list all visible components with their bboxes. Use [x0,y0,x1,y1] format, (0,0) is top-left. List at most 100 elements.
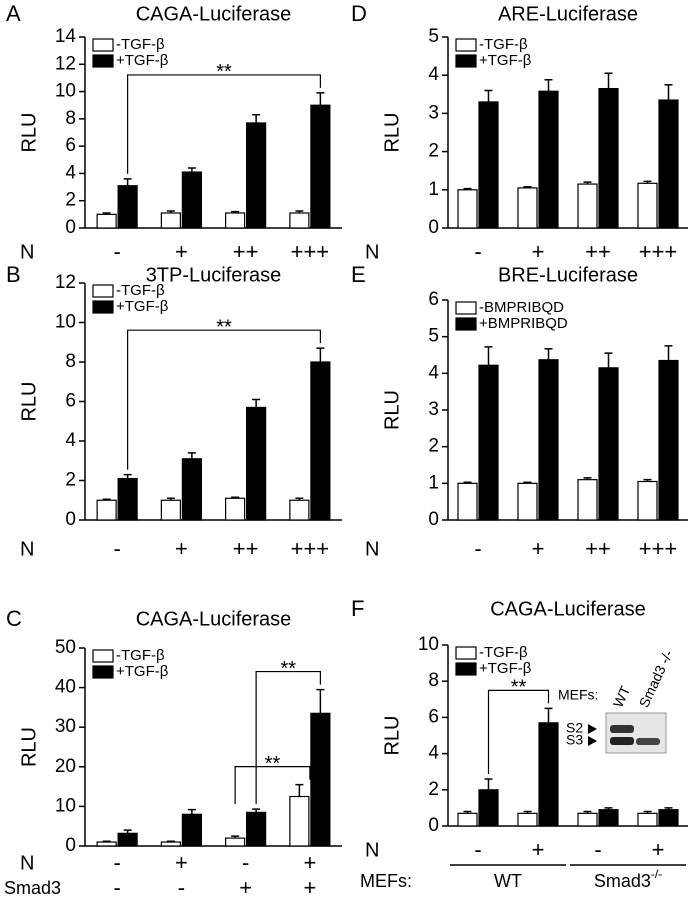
panel-letter: B [6,262,21,287]
significance-bracket [127,74,321,174]
blot-band [636,738,660,745]
bar [96,213,117,229]
legend-swatch [455,301,477,315]
chart-title: CAGA-Luciferase [136,3,292,25]
bar [246,122,267,229]
y-tick-label: 2 [65,470,76,491]
y-tick-label: 10 [55,81,76,102]
y-tick-label: 6 [65,391,76,412]
x-tick-label: - [242,850,249,875]
x-tick-label: + [303,850,316,875]
error-bar [252,398,261,408]
y-axis-label: RLU [18,381,40,421]
significance-label: ** [511,677,527,699]
x-tick-label: + [175,850,188,875]
error-bar [604,352,613,368]
bar [478,101,499,229]
y-tick-label: 10 [418,634,439,655]
y-tick-label: 14 [55,26,77,47]
row-tick-label: + [303,875,316,900]
bar [457,189,478,229]
legend-swatch [92,284,114,298]
bar [538,90,559,229]
blot-band [610,737,634,745]
bar [517,187,538,229]
error-bar [643,810,652,814]
y-tick-label: 20 [55,756,76,777]
y-axis-label: RLU [18,727,40,767]
bar [117,832,138,847]
row-label: Smad3 [4,878,61,898]
legend-label: +TGF-β [479,52,532,69]
y-tick-label: 4 [65,430,76,451]
legend-swatch [92,649,114,663]
y-tick-label: 4 [65,162,76,183]
x-tick-label: +++ [639,239,678,264]
x-tick-label: + [175,239,188,264]
y-tick-label: 10 [55,312,76,333]
bar [517,482,538,521]
error-bar [523,481,532,484]
error-bar [583,181,592,185]
error-bar [523,185,532,188]
error-bar [463,810,472,814]
y-tick-label: 30 [55,716,76,737]
significance-bracket [234,766,311,805]
chart-title: 3TP-Luciferase [146,264,282,286]
legend-swatch [92,300,114,314]
y-tick-label: 5 [428,326,439,347]
legend-label: +TGF-β [116,52,169,69]
y-tick-label: 2 [428,779,439,800]
chart-title: CAGA-Luciferase [490,598,646,620]
legend-label: -TGF-β [479,36,528,53]
bar [637,480,658,521]
error-bar [523,810,532,814]
x-tick-label: - [113,536,120,561]
y-tick-label: 8 [65,351,76,372]
group-name: Smad3 [594,871,651,891]
bar [96,499,117,521]
bar [289,795,310,847]
group-superscript: -/- [651,867,662,881]
legend-label: -BMPRIBQD [479,299,564,316]
error-bar [102,212,111,215]
bar [96,841,117,847]
error-bar [583,477,592,480]
bar [658,809,679,827]
y-tick-label: 5 [428,26,439,47]
x-row-label: N [20,852,34,874]
legend-swatch [92,665,114,679]
error-bar [166,497,175,501]
y-axis-label: RLU [381,715,403,755]
bar [577,812,598,827]
error-bar [544,707,553,723]
error-bar [231,835,240,839]
bar [577,479,598,521]
y-tick-label: 1 [428,179,439,200]
bar [598,809,619,827]
x-tick-label: ++ [233,239,259,264]
error-bar [231,210,240,213]
chart-title: CAGA-Luciferase [136,608,292,630]
legend-swatch [92,38,114,52]
error-bar [166,840,175,843]
row-tick-label: + [239,875,252,900]
error-bar [544,79,553,92]
y-tick-label: 1 [428,472,439,493]
y-tick-label: 8 [428,670,439,691]
y-tick-label: 0 [65,217,76,238]
bar [246,406,267,521]
panel-letter: F [351,596,364,621]
error-bar [295,497,304,501]
bar [598,87,619,229]
y-tick-label: 0 [428,509,439,530]
bar [289,212,310,229]
group-row-label: MEFs: [360,871,412,891]
x-tick-label: - [474,837,481,862]
x-tick-label: ++ [585,239,611,264]
error-bar [484,89,493,102]
group-label: WT [494,871,522,891]
significance-label: ** [265,753,281,775]
row-tick-label: - [178,875,185,900]
legend-label: -TGF-β [116,36,165,53]
